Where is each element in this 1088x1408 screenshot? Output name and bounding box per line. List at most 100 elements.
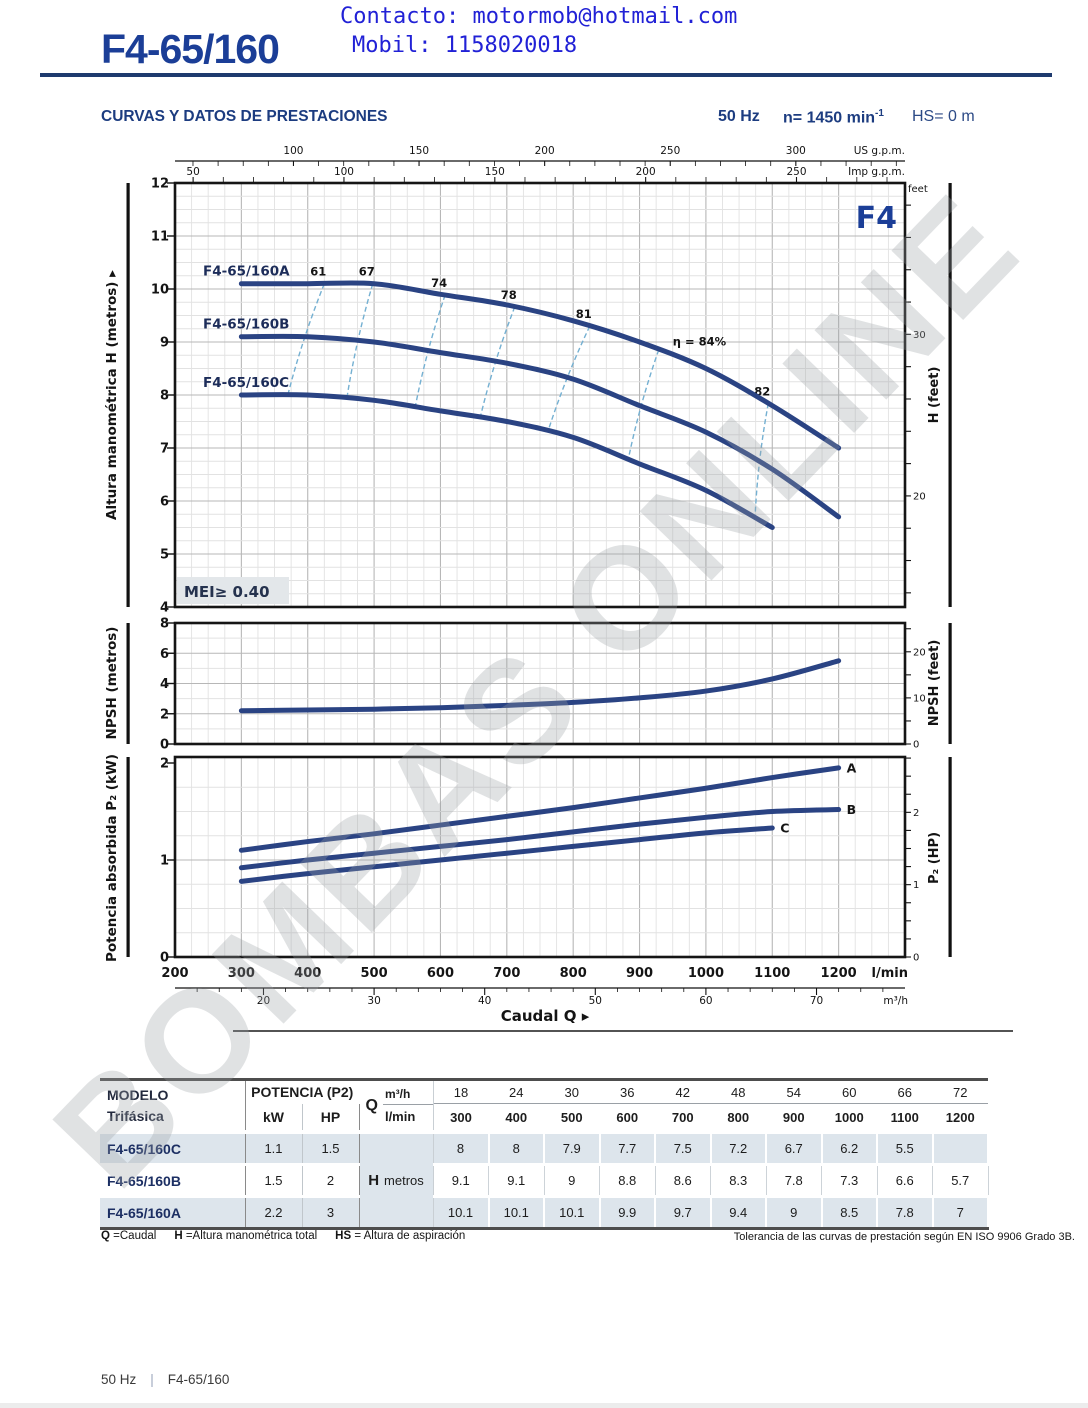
p2-hp-tick: 2 [913,808,919,819]
top-flow-scales: 100 150 200 250 300 US g.p.m. 50 100 150 200 250 Im… [175,145,905,183]
lmin-tick: 1200 [821,966,857,981]
frequency-label: 50 Hz [718,108,760,125]
flow-lmin-value: 600 [616,1109,639,1125]
mei-box [177,577,289,604]
table-row: F4-65/160A 2.2 3 10.1 10.1 10.1 9.9 9.7 9.4 9 8.5 7… [100,1196,989,1229]
h-value-cell: 6.6 [877,1164,933,1197]
footer-frequency: 50 Hz [101,1372,137,1387]
hp-cell: 1.5 [302,1132,360,1165]
lmin-tick: 500 [361,966,388,981]
h-value-cell: 7.5 [655,1132,712,1165]
h-value-cell: 7.9 [544,1132,601,1165]
flow-lmin-value: 900 [782,1109,805,1125]
lmin-tick: 1100 [754,966,790,981]
m3h-tick: 20 [257,995,270,1007]
p2-curve-label-C: C [780,820,789,835]
h-ytick: 12 [151,177,169,192]
legend-item: HS = Altura de aspiración [335,1230,466,1242]
efficiency-line [287,283,325,396]
h-ytick: 6 [160,495,169,510]
h-value-cell: 9.9 [599,1196,656,1229]
flow-m3h-value: 66 [877,1079,933,1104]
right-axis-bar [948,623,952,744]
speed-exponent: -1 [875,108,884,119]
flow-lmin-value: 800 [727,1109,750,1125]
h-feet-tick: 20 [913,491,926,502]
h-value-cell: 7.7 [599,1132,656,1165]
legend-item: Q =Caudal [101,1230,157,1242]
h-ytick: 9 [160,336,169,351]
h-ytick: 10 [151,283,169,298]
h-value-cell: 7.2 [710,1132,767,1165]
efficiency-label: η = 84% [673,335,727,349]
h-value-cell: 8.8 [599,1164,656,1197]
flow-lmin-value: 400 [505,1109,528,1125]
flow-m3h-value: 18 [433,1079,489,1104]
m3h-tick: 70 [810,995,823,1007]
flow-m3h-value: 72 [932,1079,988,1104]
efficiency-line [754,403,769,518]
npsh-curve [238,658,842,714]
p2-axis-title-right: P₂ (HP) [927,832,942,884]
npsh-chart: 0 2 4 6 8 0 10 20 [126,617,952,753]
x-axis-title: Caudal Q ▸ [501,1007,590,1025]
footer-model: F4-65/160 [167,1372,230,1387]
efficiency-label: 67 [359,265,375,279]
right-axis-bar [948,757,952,957]
h-value-cell: 8.5 [821,1196,878,1229]
hp-cell: 3 [302,1196,360,1229]
us-gpm-unit: US g.p.m. [854,145,905,157]
m3h-unit: m³/h [883,995,908,1007]
power-group-header: POTENCIA (P2) [251,1084,354,1101]
table-row: F4-65/160B 1.5 2 9.1 9.1 9 8.8 8.6 8.3 7.8 7.3 6.6 5… [100,1164,989,1197]
suction-head-label: HS= 0 m [912,108,975,125]
h-value-cell: 9.7 [655,1196,712,1229]
imp-gpm-tick: 100 [334,166,354,178]
h-value-cell: 10.1 [544,1196,601,1229]
h-value-cell: 9 [544,1164,600,1197]
npsh-axis-title-left: NPSH (metros) [104,627,120,740]
flow-m3h-value: 36 [599,1079,655,1104]
lmin-tick: 300 [228,966,255,981]
flow-m3h-value: 54 [766,1079,822,1104]
footer-divider: | [150,1372,154,1387]
npsh-axis-title-right: NPSH (feet) [927,640,942,727]
legend-item: H =Altura manométrica total [174,1230,318,1242]
h-value-cell: 8.3 [710,1164,767,1197]
left-axis-bar [126,183,130,607]
efficiency-line [346,283,374,399]
h-value-cell: 9.1 [433,1164,489,1197]
lmin-unit: l/min [872,966,908,981]
kw-header: kW [245,1103,303,1132]
kw-cell: 1.5 [245,1164,303,1197]
efficiency-label: 82 [754,384,770,398]
efficiency-line [414,294,446,408]
kw-cell: 1.1 [245,1132,303,1165]
p2-ytick: 1 [160,854,169,869]
hp-cell: 2 [302,1164,360,1197]
m3h-unit-label: m³/h [382,1085,433,1105]
h-value-cell: 6.7 [766,1132,823,1165]
h-value-cell: 5.7 [932,1164,989,1197]
efficiency-label: 81 [576,307,592,321]
h-value-cell: 9.1 [488,1164,545,1197]
p2-chart: 0 1 2 0 1 2 A B C [126,755,952,966]
flow-lmin-value: 700 [671,1109,694,1125]
npsh-feet-tick: 0 [913,740,919,751]
h-value-cell: 10.1 [488,1196,545,1229]
imp-gpm-tick: 200 [636,166,656,178]
p2-curve-label-A: A [847,760,857,775]
p2-ytick: 2 [160,757,169,772]
flow-lmin-value: 500 [560,1109,583,1125]
us-gpm-tick: 150 [409,145,429,157]
efficiency-line [547,325,591,432]
feet-unit: feet [908,184,928,195]
flow-lmin-value: 1200 [945,1109,975,1125]
flow-lmin-value: 300 [450,1109,472,1125]
kw-cell: 2.2 [245,1196,303,1229]
footnote-legend: Q =Caudal H =Altura manométrica total HS =… [101,1230,483,1242]
h-ytick: 7 [160,442,169,457]
p2-curve-A [238,765,842,853]
